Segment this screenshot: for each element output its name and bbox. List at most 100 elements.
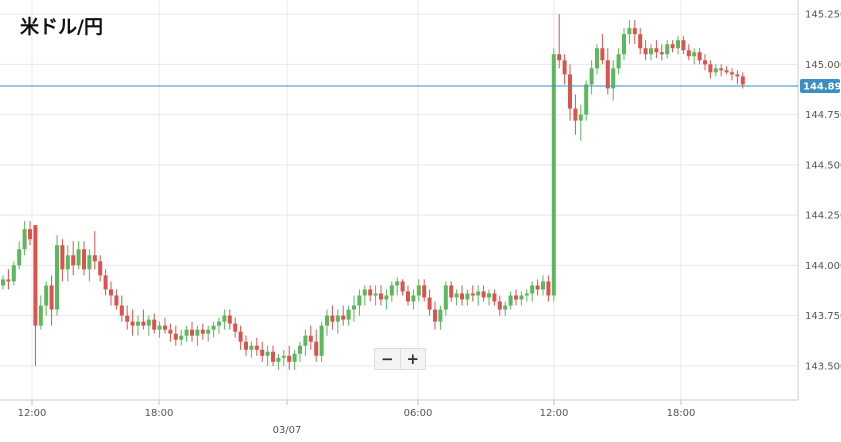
candle-body [244,341,248,350]
candle-body [146,319,151,326]
candle-body [481,291,486,298]
candle-body [433,309,437,322]
candle-body [6,279,11,282]
candle-body [681,40,686,51]
candle-body [400,281,405,292]
candle-body [730,72,734,75]
candle-body [546,281,551,296]
candle-body [249,345,254,350]
candle-body [735,74,740,77]
candle-body [427,297,432,310]
x-tick-label: 18:00 [667,408,696,419]
candle-body [44,285,49,306]
candle-body [335,315,340,322]
candle-body [530,285,535,294]
candle-body [190,329,194,336]
candle-body [562,60,567,75]
candle-body [55,245,59,310]
y-tick-label: 143.500 [805,361,841,372]
candle-body [136,321,140,326]
zoom-out-button[interactable]: − [380,350,394,368]
candle-body [595,48,599,69]
candle-body [168,329,173,334]
candle-body [443,285,448,310]
candle-body [492,293,497,302]
candle-body [206,329,211,334]
candle-body [184,329,189,336]
candle-body [600,48,605,61]
candle-body [740,76,745,85]
candle-body [379,293,383,300]
candle-body [616,54,621,69]
candle-body [368,289,373,296]
candle-body [314,341,319,356]
current-price-label: 144.892 [803,82,841,93]
candle-body [713,68,718,73]
candle-body [686,50,691,57]
candle-body [200,329,205,334]
candle-body [406,291,410,302]
candle-body [292,353,297,362]
candle-body [438,309,443,322]
grid-layer [0,0,798,400]
candle-body [497,301,502,310]
candle-body [724,70,729,73]
x-tick-label: 12:00 [540,408,569,419]
candle-body [87,255,92,270]
candle-body [157,325,162,330]
candle-body [573,108,578,121]
candle-body [341,315,346,320]
candle-body [357,295,362,306]
candle-body [654,48,659,53]
candle-body [195,329,200,336]
candle-body [265,351,270,356]
candle-body [519,295,524,300]
candle-body [163,325,167,330]
candle-body [141,321,146,326]
candle-body [643,48,648,55]
candle-body [71,255,76,266]
candle-body [28,229,32,240]
candle-body [119,305,124,316]
candle-body [362,289,367,296]
date-label: 03/07 [273,425,302,436]
candle-body [82,249,86,270]
candle-body [103,275,108,290]
candle-body [622,34,626,55]
candle-body [352,305,356,310]
candle-body [65,255,70,270]
candle-body [503,305,508,310]
zoom-in-button[interactable]: + [399,349,426,369]
candle-body [227,315,232,324]
y-tick-label: 144.250 [805,211,841,222]
candle-body [114,295,119,306]
candle-body [524,293,529,296]
y-tick-label: 145.000 [805,60,841,71]
candle-body [422,285,427,298]
zoom-controls: − + [374,348,426,370]
candle-body [514,295,518,300]
candle-body [589,68,594,85]
candle-body [611,68,616,89]
candle-body [325,315,329,326]
candle-body [173,333,178,340]
candle-body [470,293,475,296]
candle-body [632,28,637,35]
candle-body [578,114,583,121]
candle-body [33,225,38,326]
candle-body [665,44,670,55]
candle-body [670,44,675,49]
candle-body [238,331,243,342]
candle-body [476,291,481,296]
candle-body [659,52,664,55]
candle-body [557,54,562,61]
candle-body [692,52,697,57]
candle-body [389,285,394,296]
candle-body [416,285,421,296]
candle-body [211,325,216,330]
candle-body [605,60,610,89]
candle-layer [1,14,745,370]
x-tick-label: 12:00 [18,408,47,419]
